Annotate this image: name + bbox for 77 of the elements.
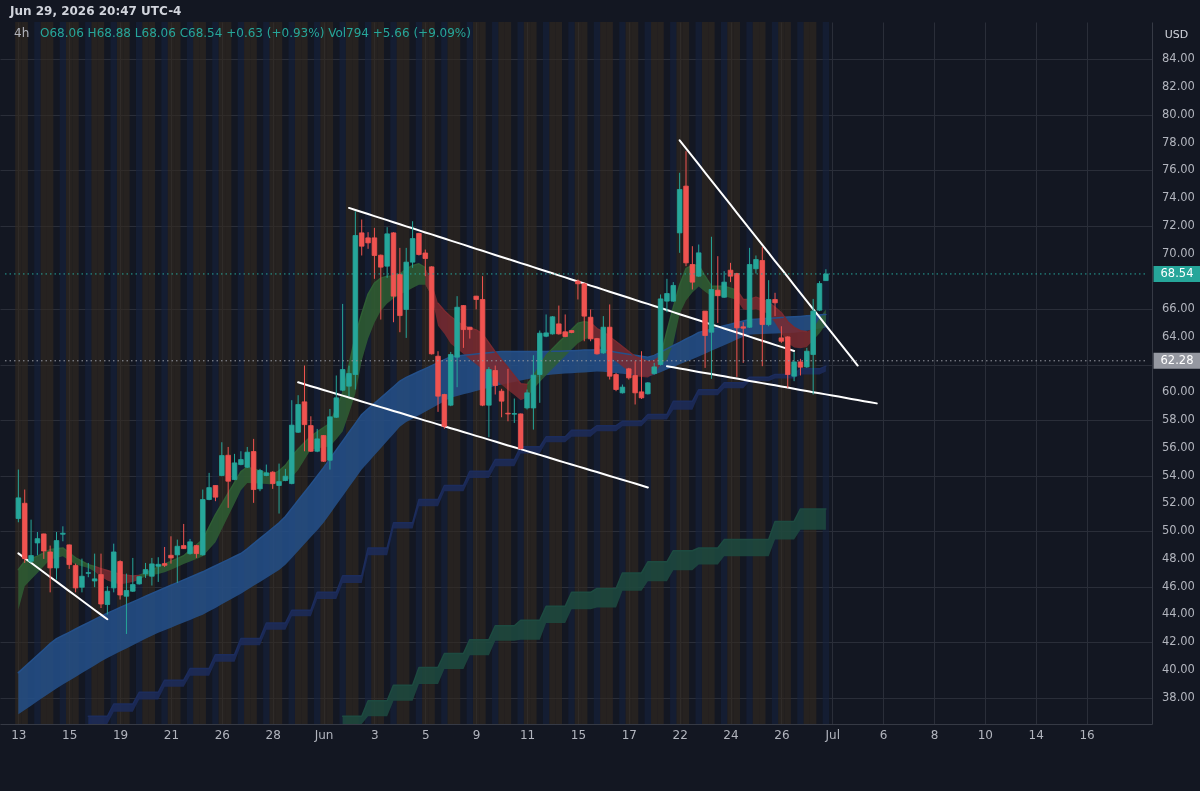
x-tick-label: 9: [472, 727, 481, 742]
candlestick: [168, 535, 174, 565]
x-tick-label: 19: [112, 727, 129, 742]
y-tick-label: 46.00: [1162, 578, 1195, 593]
y-tick-label: 50.00: [1162, 523, 1195, 538]
y-tick-label: 74.00: [1162, 190, 1195, 205]
y-axis-title: USD: [1164, 27, 1189, 41]
y-tick-label: 84.00: [1162, 51, 1195, 66]
candlestick: [15, 469, 22, 523]
chart-title: 4h: [14, 26, 30, 40]
x-tick-label: 21: [163, 727, 180, 742]
line-series: [297, 381, 649, 489]
x-tick-label: 13: [11, 727, 27, 742]
chart-subtitle: O68.06 H68.88 L68.06 C68.54 +0.63 (+0.93%) Vol794 +5.66 (+9.09%): [40, 26, 471, 40]
candlestick: [511, 398, 518, 424]
y-tick-label: 64.00: [1162, 328, 1195, 343]
ref-line-label: 62.28: [1160, 352, 1194, 367]
candlestick: [715, 255, 721, 324]
line-series: [17, 552, 109, 621]
x-tick-label: 28: [265, 727, 281, 742]
x-tick-label: 26: [774, 727, 790, 742]
x-tick-label: 6: [879, 727, 888, 742]
candlestick: [161, 546, 168, 568]
line-series: [678, 139, 859, 367]
x-tick-label: 8: [930, 727, 939, 742]
y-tick-label: 52.00: [1162, 495, 1195, 510]
y-tick-label: 40.00: [1162, 661, 1195, 676]
candlestick: [79, 558, 85, 593]
y-tick-label: 54.00: [1162, 467, 1195, 482]
x-tick-label: 11: [519, 727, 536, 742]
y-tick-label: 78.00: [1162, 134, 1195, 149]
candlestick: [72, 563, 79, 593]
y-tick-label: 48.00: [1162, 550, 1195, 565]
candlestick: [91, 553, 98, 588]
ref-line-label: 68.54: [1160, 265, 1194, 280]
text: Jun 29, 2026 20:47 UTC-4: [9, 4, 182, 18]
x-tick-label: 15: [570, 727, 587, 742]
candlestick: [60, 525, 66, 542]
y-tick-label: 82.00: [1162, 79, 1195, 94]
y-tick-label: 66.00: [1162, 301, 1195, 316]
x-tick-label: 10: [977, 727, 993, 742]
y-tick-label: 76.00: [1162, 162, 1195, 177]
candlestick: [791, 351, 797, 382]
y-tick-label: 38.00: [1162, 689, 1195, 704]
y-tick-label: 44.00: [1162, 606, 1195, 621]
candlestick: [498, 388, 505, 418]
x-tick-label: 15: [62, 727, 78, 742]
x-tick-label: 3: [371, 727, 379, 742]
y-tick-label: 70.00: [1162, 245, 1195, 260]
candlestick: [104, 585, 111, 616]
y-tick-label: 42.00: [1162, 634, 1195, 649]
x-tick-label: 26: [214, 727, 230, 742]
x-tick-label: Jul: [824, 727, 840, 742]
y-tick-label: 72.00: [1162, 217, 1195, 232]
candlestick: [689, 245, 696, 290]
candlestick: [301, 365, 308, 452]
x-tick-label: Jun: [313, 727, 334, 742]
line-series: [665, 365, 878, 405]
y-tick-label: 56.00: [1162, 439, 1195, 454]
candlestick: [28, 519, 34, 564]
x-tick-label: 16: [1079, 727, 1095, 742]
candlestick: [34, 531, 41, 556]
candlestick: [66, 544, 72, 570]
candlestick: [772, 292, 778, 317]
y-tick-label: 60.00: [1162, 384, 1195, 399]
x-tick-label: 24: [723, 727, 739, 742]
y-tick-label: 80.00: [1162, 106, 1195, 121]
candlestick: [276, 463, 282, 515]
y-tick-label: 58.00: [1162, 412, 1195, 427]
x-tick-label: 17: [621, 727, 637, 742]
candlestick: [174, 539, 181, 584]
x-tick-label: 14: [1028, 727, 1044, 742]
candlestick: [180, 523, 187, 550]
x-tick-label: 5: [421, 727, 430, 742]
x-tick-label: 22: [672, 727, 688, 742]
line-series: [348, 206, 796, 352]
candlestick: [219, 441, 225, 477]
